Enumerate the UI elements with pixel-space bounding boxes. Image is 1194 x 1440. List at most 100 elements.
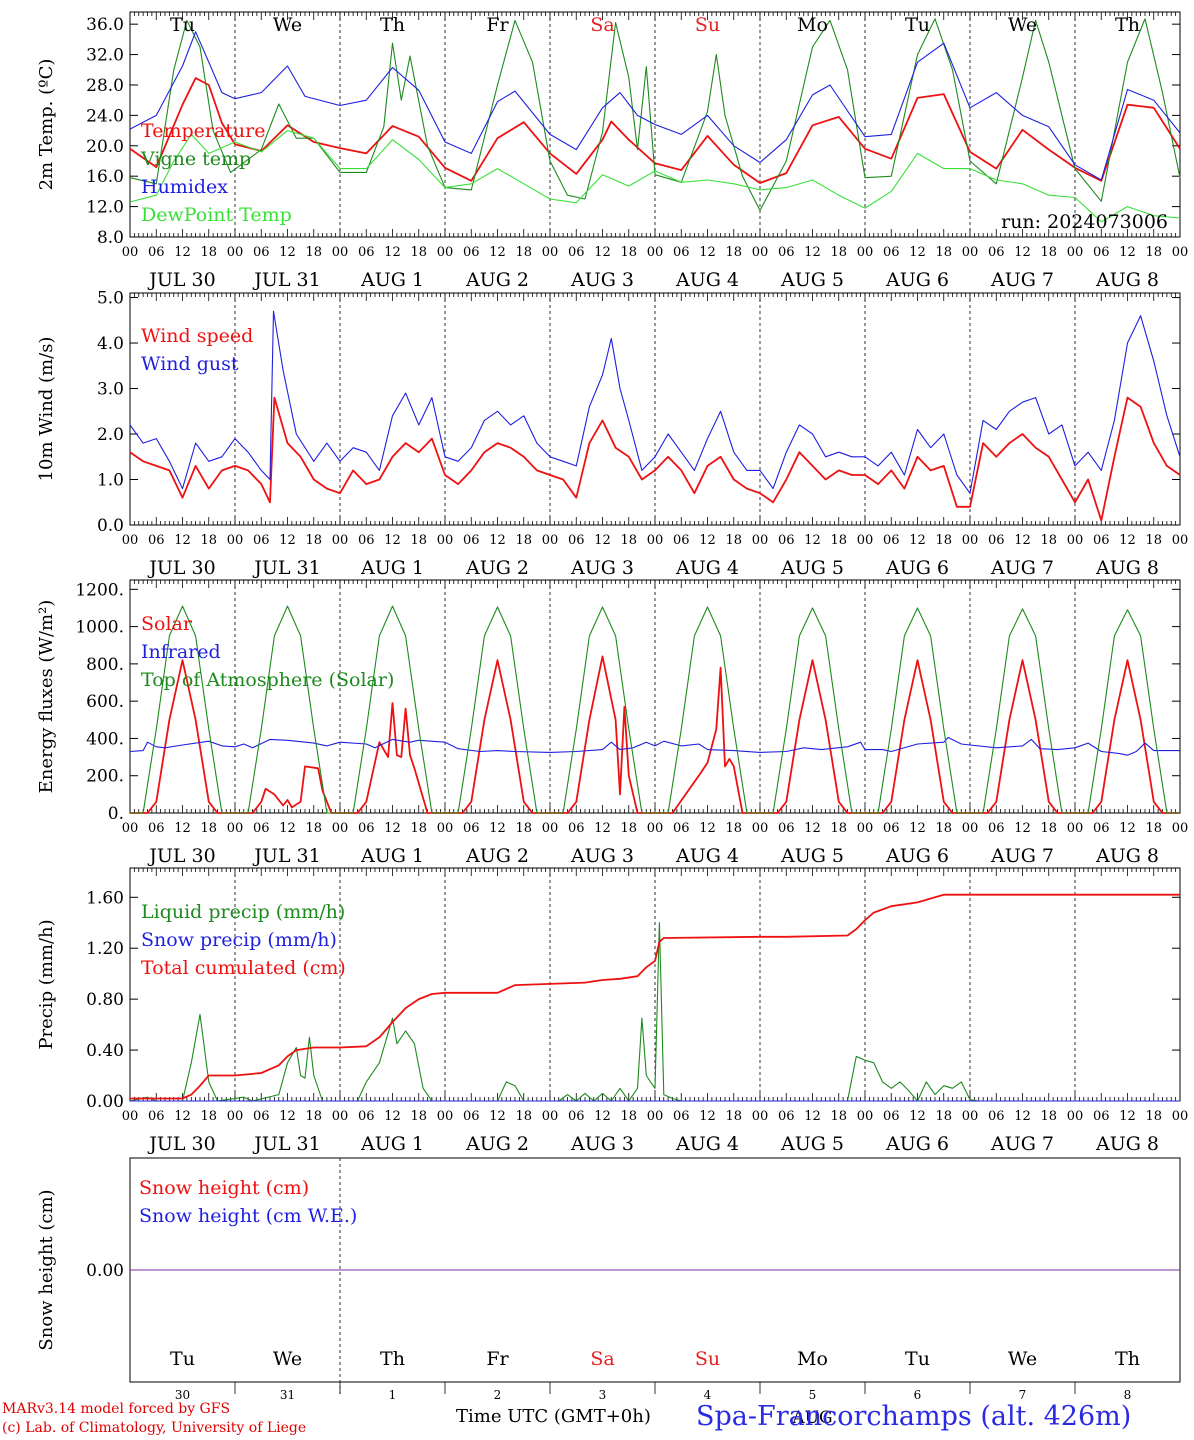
hour-label: 18	[200, 821, 217, 836]
hour-label: 00	[437, 245, 454, 260]
hour-label: 12	[909, 245, 926, 260]
hour-label: 00	[857, 245, 874, 260]
y-tick-label: 0.40	[86, 1041, 124, 1061]
hour-label: 18	[1145, 245, 1162, 260]
hour-label: 18	[410, 533, 427, 548]
y-tick-label: 600.	[86, 692, 124, 712]
hour-label: 12	[174, 1109, 191, 1124]
legend-entry: Snow height (cm W.E.)	[139, 1205, 357, 1227]
hour-label: 06	[358, 821, 375, 836]
hour-label: 12	[1119, 245, 1136, 260]
hour-label: 12	[1119, 533, 1136, 548]
hour-label: 12	[1014, 1109, 1031, 1124]
legend-entry: Humidex	[141, 176, 228, 198]
day-name: Su	[695, 14, 720, 36]
hour-label: 00	[857, 1109, 874, 1124]
lab-credit: (c) Lab. of Climatology, University of L…	[2, 1420, 307, 1436]
hour-label: 06	[673, 1109, 690, 1124]
hour-label: 18	[725, 533, 742, 548]
y-tick-label: 8.0	[97, 228, 124, 248]
hour-label: 18	[200, 1109, 217, 1124]
y-axis-label: Snow height (cm)	[36, 1189, 57, 1350]
hour-label: 06	[148, 533, 165, 548]
hour-label: 00	[227, 821, 244, 836]
series-line-wind-speed	[129, 396, 1181, 522]
hour-label: 06	[883, 245, 900, 260]
y-tick-label: 2.0	[97, 425, 124, 445]
day-name: Tu	[170, 14, 195, 36]
hour-label: 06	[358, 245, 375, 260]
series-line-top-of-atmosphere-solar-	[130, 605, 1180, 814]
hour-label: 00	[752, 1109, 769, 1124]
series-line-wind-gust	[129, 310, 1181, 494]
date-label: JUL 30	[147, 557, 215, 579]
hour-label: 06	[568, 245, 585, 260]
date-label: AUG 7	[990, 845, 1054, 867]
date-label: AUG 8	[1095, 1133, 1159, 1155]
station-label: Spa-Francorchamps (alt. 426m)	[696, 1401, 1132, 1432]
hour-label: 00	[647, 245, 664, 260]
hour-label: 18	[725, 245, 742, 260]
month-label: AUG	[791, 1408, 832, 1428]
hour-label: 12	[384, 821, 401, 836]
hour-label: 12	[384, 245, 401, 260]
hour-label: 18	[935, 533, 952, 548]
hour-label: 06	[568, 533, 585, 548]
hour-label: 06	[148, 821, 165, 836]
y-tick-label: 5.0	[97, 289, 124, 309]
hour-label: 12	[384, 1109, 401, 1124]
hour-label: 06	[253, 245, 270, 260]
hour-label: 18	[1145, 533, 1162, 548]
hour-label: 18	[200, 245, 217, 260]
hour-label: 12	[1119, 821, 1136, 836]
y-axis-label: Precip (mm/h)	[36, 919, 57, 1049]
hour-label: 06	[1093, 821, 1110, 836]
legend-entry: Solar	[141, 613, 193, 635]
hour-label: 06	[253, 533, 270, 548]
hour-label: 00	[227, 533, 244, 548]
hour-label: 00	[752, 245, 769, 260]
hour-label: 06	[568, 821, 585, 836]
hour-label: 06	[148, 1109, 165, 1124]
hour-label: 18	[515, 821, 532, 836]
date-label: AUG 8	[1095, 845, 1159, 867]
y-tick-label: 0.80	[86, 990, 124, 1010]
hour-label: 12	[174, 245, 191, 260]
panel-temperature: 8.0 12.0 16.0 20.0 24.0 28.0 32.0 36.0 2m Temp. …	[36, 11, 1188, 291]
hour-label: 18	[305, 821, 322, 836]
date-label: AUG 6	[885, 845, 949, 867]
panel-precip: 0.00 0.40 0.80 1.20 1.60 Precip (mm/h) Liquid …	[36, 867, 1188, 1155]
series-line-humidex	[129, 31, 1181, 181]
hour-label: 06	[463, 821, 480, 836]
hour-label: 18	[830, 1109, 847, 1124]
date-label: AUG 3	[570, 269, 634, 291]
hour-label: 18	[935, 1109, 952, 1124]
day-number: 8	[1124, 1388, 1132, 1402]
y-tick-label: 0.00	[86, 1261, 124, 1281]
day-name: Th	[380, 1348, 405, 1370]
hour-label: 12	[489, 821, 506, 836]
date-label: AUG 2	[465, 1133, 529, 1155]
hour-label: 18	[830, 533, 847, 548]
hour-label: 00	[647, 533, 664, 548]
day-name: Fr	[486, 1348, 509, 1370]
hour-label: 12	[279, 245, 296, 260]
legend-entry: Snow precip (mm/h)	[141, 929, 337, 951]
day-number: 2	[494, 1388, 502, 1402]
date-label: AUG 1	[360, 845, 424, 867]
hour-label: 18	[725, 1109, 742, 1124]
hour-label: 18	[410, 245, 427, 260]
hour-label: 06	[883, 1109, 900, 1124]
hour-label: 12	[279, 821, 296, 836]
hour-label: 18	[1145, 1109, 1162, 1124]
hour-label: 12	[279, 533, 296, 548]
hour-label: 00	[437, 821, 454, 836]
run-label: run: 2024073006	[1001, 211, 1168, 233]
hour-label: 00	[962, 245, 979, 260]
date-label: AUG 4	[675, 269, 739, 291]
hour-label: 18	[935, 821, 952, 836]
date-label: JUL 31	[252, 1133, 320, 1155]
day-name: Mo	[797, 14, 828, 36]
day-name: We	[1008, 14, 1037, 36]
date-label: AUG 2	[465, 269, 529, 291]
